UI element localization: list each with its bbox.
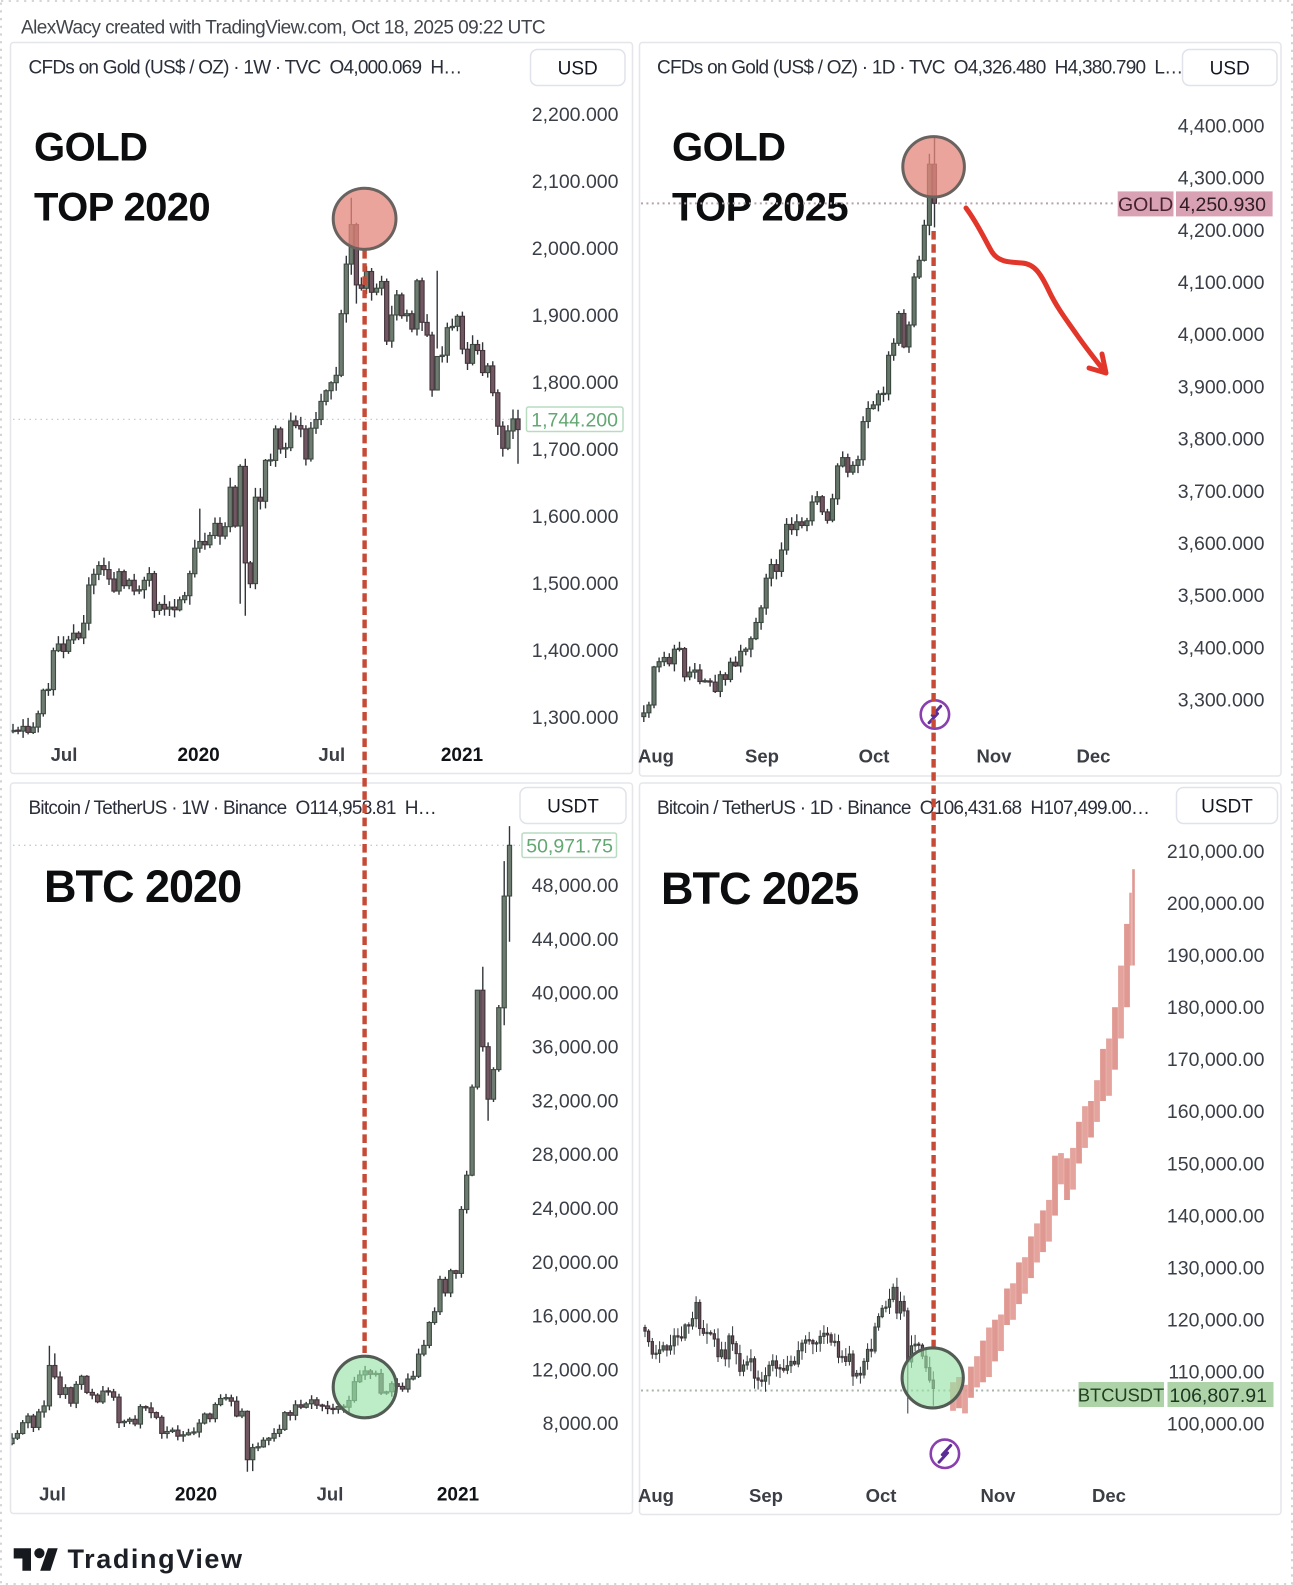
svg-text:Jul: Jul (39, 1483, 66, 1504)
svg-text:200,000.00: 200,000.00 (1167, 893, 1265, 915)
svg-text:3,500.000: 3,500.000 (1178, 585, 1265, 607)
svg-text:Oct: Oct (859, 745, 890, 766)
svg-text:110,000.00: 110,000.00 (1168, 1362, 1264, 1384)
svg-text:Dec: Dec (1092, 1485, 1126, 1506)
svg-text:Bitcoin / TetherUS · 1D · Bina: Bitcoin / TetherUS · 1D · Binance O106,4… (657, 798, 1149, 819)
svg-text:Jul: Jul (51, 744, 78, 765)
svg-text:12,000.00: 12,000.00 (532, 1359, 619, 1381)
svg-text:100,000.00: 100,000.00 (1167, 1414, 1265, 1436)
svg-text:1,744.200: 1,744.200 (531, 409, 618, 431)
svg-text:1,300.000: 1,300.000 (532, 707, 619, 729)
svg-text:2020: 2020 (177, 745, 219, 766)
svg-text:8,000.00: 8,000.00 (543, 1413, 619, 1435)
svg-text:1,700.000: 1,700.000 (532, 439, 619, 461)
svg-text:160,000.00: 160,000.00 (1167, 1101, 1265, 1123)
svg-text:16,000.00: 16,000.00 (532, 1306, 619, 1328)
svg-text:Sep: Sep (749, 1485, 783, 1506)
svg-text:40,000.00: 40,000.00 (532, 983, 619, 1005)
svg-text:TOP 2020: TOP 2020 (34, 186, 210, 230)
svg-text:2020: 2020 (175, 1484, 217, 1505)
svg-text:190,000.00: 190,000.00 (1167, 945, 1265, 967)
svg-text:1,900.000: 1,900.000 (532, 305, 619, 327)
svg-text:USDT: USDT (1201, 797, 1253, 818)
svg-text:2,000.000: 2,000.000 (532, 238, 619, 260)
svg-text:2,100.000: 2,100.000 (532, 171, 619, 193)
svg-text:20,000.00: 20,000.00 (532, 1252, 619, 1274)
svg-text:44,000.00: 44,000.00 (532, 929, 619, 951)
svg-text:150,000.00: 150,000.00 (1167, 1153, 1265, 1175)
svg-text:BTCUSDT: BTCUSDT (1078, 1385, 1164, 1406)
svg-text:3,400.000: 3,400.000 (1178, 637, 1265, 659)
svg-text:24,000.00: 24,000.00 (532, 1198, 619, 1220)
svg-text:4,100.000: 4,100.000 (1178, 272, 1265, 294)
svg-text:106,807.91: 106,807.91 (1169, 1385, 1267, 1407)
svg-text:36,000.00: 36,000.00 (532, 1037, 619, 1059)
svg-text:2021: 2021 (441, 745, 484, 766)
svg-text:AlexWacy created with TradingV: AlexWacy created with TradingView.com, O… (21, 18, 545, 39)
svg-text:3,300.000: 3,300.000 (1178, 690, 1265, 712)
svg-text:3,600.000: 3,600.000 (1178, 533, 1265, 555)
svg-text:USD: USD (1210, 59, 1250, 80)
svg-text:Sep: Sep (745, 745, 779, 766)
svg-text:BTC 2020: BTC 2020 (44, 861, 241, 912)
svg-text:4,000.000: 4,000.000 (1178, 324, 1265, 346)
svg-text:Nov: Nov (977, 745, 1013, 766)
svg-text:130,000.00: 130,000.00 (1167, 1257, 1265, 1279)
svg-text:USD: USD (558, 59, 598, 80)
svg-text:4,200.000: 4,200.000 (1178, 220, 1265, 242)
svg-text:2,200.000: 2,200.000 (532, 104, 619, 126)
svg-text:170,000.00: 170,000.00 (1167, 1049, 1265, 1071)
svg-text:1,500.000: 1,500.000 (532, 573, 619, 595)
svg-text:2021: 2021 (437, 1484, 480, 1505)
svg-text:3,700.000: 3,700.000 (1178, 481, 1265, 503)
svg-text:140,000.00: 140,000.00 (1167, 1205, 1265, 1227)
svg-text:Jul: Jul (317, 1483, 344, 1504)
svg-text:BTC 2025: BTC 2025 (661, 863, 858, 914)
svg-text:4,250.930: 4,250.930 (1179, 194, 1266, 216)
svg-text:GOLD: GOLD (1118, 194, 1173, 216)
svg-text:USDT: USDT (547, 797, 599, 818)
svg-text:48,000.00: 48,000.00 (532, 875, 619, 897)
svg-text:CFDs on Gold (US$ / OZ) · 1W ·: CFDs on Gold (US$ / OZ) · 1W · TVC O4,00… (29, 58, 462, 79)
svg-text:TOP 2025: TOP 2025 (672, 186, 848, 230)
svg-text:Oct: Oct (866, 1485, 897, 1506)
svg-text:28,000.00: 28,000.00 (532, 1144, 619, 1166)
svg-text:50,971.75: 50,971.75 (526, 835, 613, 857)
svg-text:120,000.00: 120,000.00 (1167, 1310, 1265, 1332)
svg-text:3,900.000: 3,900.000 (1178, 376, 1265, 398)
svg-text:Aug: Aug (638, 745, 674, 766)
svg-text:3,800.000: 3,800.000 (1178, 429, 1265, 451)
svg-text:180,000.00: 180,000.00 (1167, 997, 1265, 1019)
svg-text:Nov: Nov (981, 1485, 1017, 1506)
svg-text:1,800.000: 1,800.000 (532, 372, 619, 394)
svg-text:Jul: Jul (318, 744, 345, 765)
svg-text:32,000.00: 32,000.00 (532, 1090, 619, 1112)
svg-text:GOLD: GOLD (34, 126, 148, 170)
svg-text:4,300.000: 4,300.000 (1178, 168, 1265, 190)
svg-text:1,400.000: 1,400.000 (532, 640, 619, 662)
svg-text:CFDs on Gold (US$ / OZ) · 1D ·: CFDs on Gold (US$ / OZ) · 1D · TVC O4,32… (657, 58, 1183, 79)
svg-text:Dec: Dec (1077, 745, 1111, 766)
svg-text:Bitcoin / TetherUS · 1W · Bina: Bitcoin / TetherUS · 1W · Binance O114,9… (29, 798, 436, 819)
svg-text:1,600.000: 1,600.000 (532, 506, 619, 528)
svg-text:210,000.00: 210,000.00 (1167, 841, 1265, 863)
svg-text:Aug: Aug (638, 1485, 674, 1506)
svg-text:4,400.000: 4,400.000 (1178, 115, 1265, 137)
svg-text:GOLD: GOLD (672, 126, 786, 170)
svg-text:TradingView: TradingView (68, 1544, 244, 1574)
